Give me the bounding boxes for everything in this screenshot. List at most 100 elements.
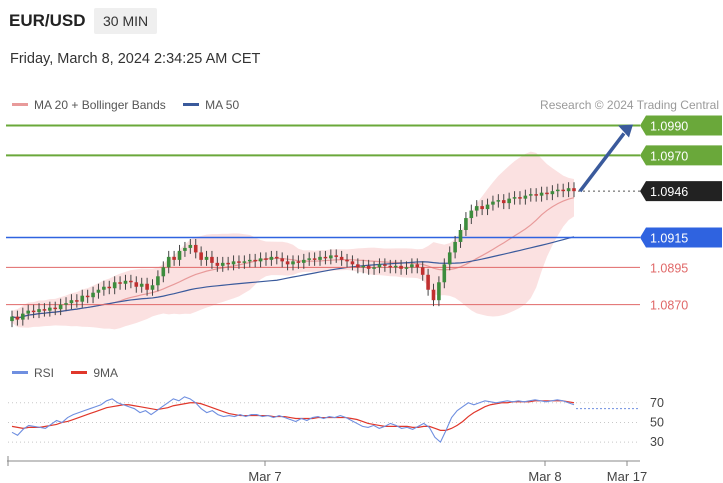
forecast-arrow-head: [618, 124, 633, 138]
candle-body: [123, 280, 128, 284]
legend-ma9-label: 9MA: [93, 366, 119, 380]
candle-body: [188, 244, 193, 248]
candle-body: [231, 261, 236, 265]
x-tick-label: Mar 7: [248, 469, 281, 483]
candle-body: [512, 197, 517, 199]
candle-body: [572, 188, 576, 192]
candle-body: [345, 259, 349, 262]
candle-body: [458, 230, 463, 242]
candle-body: [150, 285, 155, 290]
candle-body: [518, 197, 522, 199]
candle-body: [31, 310, 36, 313]
candle-body: [480, 206, 484, 210]
legend-ma9: 9MA: [71, 366, 118, 380]
candle-body: [274, 256, 279, 259]
candle-body: [377, 264, 382, 268]
level-label-1: 1.0970: [650, 149, 688, 163]
x-tick-label: Mar 17: [607, 469, 647, 483]
candle-body: [204, 256, 209, 260]
candle-body: [404, 267, 409, 269]
candle-body: [318, 256, 322, 260]
candle-body: [253, 259, 257, 262]
level-tag-0: [640, 115, 722, 136]
candle-body: [53, 307, 58, 310]
candle-body: [242, 261, 247, 263]
legend-rsi: RSI: [12, 366, 54, 380]
legend-ma20-label: MA 20 + Bollinger Bands: [34, 98, 166, 112]
candle-body: [210, 256, 214, 263]
candle-body: [550, 191, 555, 195]
candle-body: [37, 309, 41, 313]
level-tag-1: [640, 145, 722, 166]
candle-body: [410, 264, 414, 268]
candle-body: [183, 247, 187, 251]
candle-body: [534, 194, 538, 196]
candle-body: [42, 309, 47, 311]
candle-body: [269, 256, 274, 260]
candle-body: [107, 286, 112, 289]
candle-body: [431, 289, 436, 301]
candle-body: [329, 255, 333, 259]
candle-body: [291, 261, 295, 265]
timeframe-badge[interactable]: 30 MIN: [94, 8, 158, 34]
level-label-4: 1.0895: [650, 261, 688, 275]
candle-body: [469, 210, 474, 219]
candle-body: [247, 259, 252, 262]
candle-body: [285, 261, 290, 265]
ma9-line: [11, 400, 575, 431]
level-label-5: 1.0870: [650, 299, 688, 313]
rsi-legend: RSI 9MA: [12, 366, 132, 380]
candle-body: [339, 256, 344, 260]
source-credit: Research © 2024 Trading Central: [540, 98, 719, 112]
candle-body: [356, 264, 360, 268]
forecast-arrow-shaft: [578, 132, 626, 193]
candle-body: [280, 258, 284, 262]
rsi-swatch: [12, 371, 28, 375]
level-label-3: 1.0915: [650, 231, 688, 245]
candle-body: [199, 252, 203, 260]
level-tag-3: [640, 227, 722, 248]
candle-body: [437, 282, 441, 301]
candle-body: [118, 282, 122, 284]
candle-body: [388, 265, 393, 268]
candle-body: [496, 200, 501, 202]
candle-body: [237, 261, 241, 263]
candle-body: [323, 256, 328, 259]
rsi-tick-label: 50: [650, 415, 664, 429]
candle-body: [85, 295, 90, 298]
ma50-swatch: [183, 103, 200, 107]
candle-body: [350, 261, 355, 265]
candle-body: [464, 218, 468, 230]
candle-body: [561, 189, 565, 192]
x-tick-label: Mar 8: [528, 469, 561, 483]
candle-body: [134, 282, 139, 287]
candle-body: [91, 292, 95, 298]
candle-body: [296, 261, 301, 263]
candle-body: [139, 283, 144, 287]
candle-body: [226, 262, 230, 265]
candle-body: [48, 307, 52, 311]
candle-body: [161, 267, 166, 277]
ma20-swatch: [12, 103, 28, 107]
candle-body: [312, 258, 317, 260]
candle-body: [69, 300, 74, 304]
candle-body: [15, 316, 20, 320]
candle-body: [523, 195, 528, 199]
candle-body: [501, 200, 506, 204]
candle-body: [507, 198, 511, 204]
candle-body: [166, 256, 171, 268]
rsi-line: [11, 396, 575, 444]
candle-body: [145, 283, 149, 290]
ma9-swatch: [71, 371, 88, 375]
candle-body: [129, 280, 133, 283]
bollinger-band: [12, 151, 574, 330]
candle-body: [102, 286, 106, 290]
candle-body: [453, 241, 457, 253]
candle-body: [555, 189, 560, 192]
candle-body: [10, 316, 14, 322]
candle-body: [80, 295, 85, 302]
candle-body: [426, 274, 430, 290]
candle-body: [264, 258, 268, 260]
candle-body: [383, 264, 387, 266]
